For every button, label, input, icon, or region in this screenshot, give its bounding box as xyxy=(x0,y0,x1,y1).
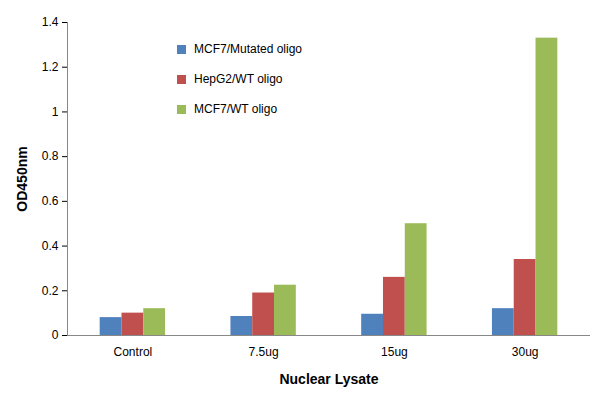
svg-text:Control: Control xyxy=(114,345,153,359)
html-text:MCF7/Mutated oligo: MCF7/Mutated oligo xyxy=(194,42,302,56)
svg-text:1: 1 xyxy=(52,105,59,119)
svg-text:Nuclear Lysate: Nuclear Lysate xyxy=(279,371,378,387)
html-text:HepG2/WT oligo: HepG2/WT oligo xyxy=(194,72,283,86)
svg-text:1.2: 1.2 xyxy=(42,60,59,74)
svg-text:7.5ug: 7.5ug xyxy=(249,345,279,359)
html-text:MCF7/WT oligo: MCF7/WT oligo xyxy=(194,102,278,116)
svg-text:OD450nm: OD450nm xyxy=(14,146,30,211)
svg-text:0.2: 0.2 xyxy=(42,284,59,298)
svg-text:30ug: 30ug xyxy=(512,345,539,359)
svg-text:0.8: 0.8 xyxy=(42,149,59,163)
svg-text:0.6: 0.6 xyxy=(42,194,59,208)
svg-text:0: 0 xyxy=(52,328,59,342)
svg-text:15ug: 15ug xyxy=(381,345,408,359)
svg-text:1.4: 1.4 xyxy=(42,15,59,29)
svg-text:0.4: 0.4 xyxy=(42,239,59,253)
